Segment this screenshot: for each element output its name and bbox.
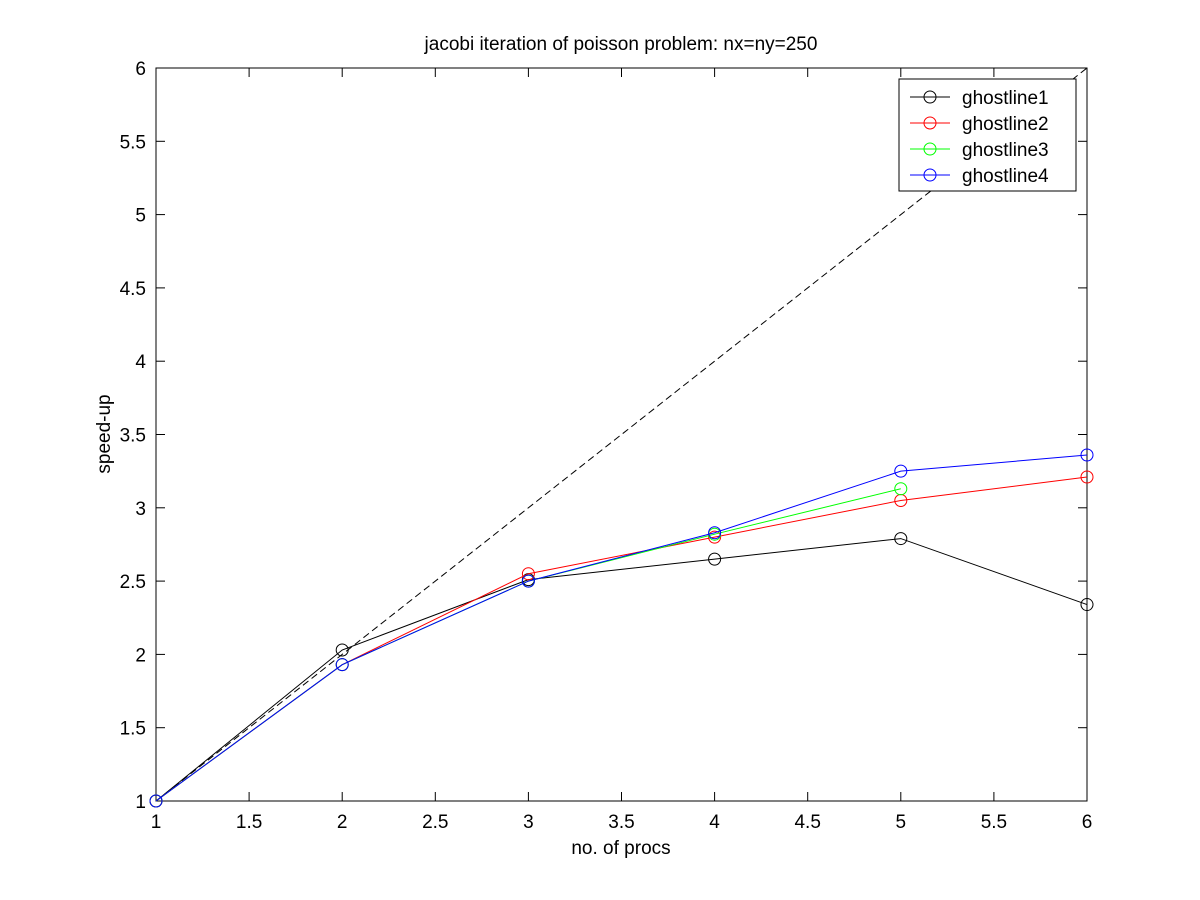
legend-item: ghostline2 (910, 114, 1049, 135)
legend-marker (923, 116, 937, 130)
data-point (894, 482, 908, 496)
data-point (708, 552, 722, 566)
legend-item: ghostline4 (910, 166, 1049, 187)
y-tick-label: 2 (135, 645, 146, 666)
y-tick-label: 2.5 (120, 572, 146, 593)
x-tick-label: 3.5 (608, 812, 634, 833)
y-axis-label: speed-up (94, 394, 115, 473)
x-tick-label: 2.5 (422, 812, 448, 833)
x-tick-label: 1 (151, 812, 162, 833)
data-point (1080, 470, 1094, 484)
data-point (335, 658, 349, 672)
legend-label: ghostline1 (962, 88, 1049, 109)
x-tick-label: 1.5 (236, 812, 262, 833)
y-tick-label: 1 (135, 792, 146, 813)
data-point (1080, 448, 1094, 462)
y-tick-label: 5 (135, 206, 146, 227)
data-point (894, 464, 908, 478)
chart-title: jacobi iteration of poisson problem: nx=… (424, 34, 818, 55)
legend-marker (923, 90, 937, 104)
data-point (894, 532, 908, 546)
x-axis-label: no. of procs (571, 838, 670, 859)
y-tick-label: 1.5 (120, 719, 146, 740)
data-point (708, 526, 722, 540)
y-tick-label: 3.5 (120, 426, 146, 447)
series-layer (149, 448, 1094, 808)
legend-box (898, 78, 1077, 192)
data-point (521, 567, 535, 581)
series-line (155, 454, 1088, 802)
data-point (1080, 598, 1094, 612)
data-point (708, 530, 722, 544)
legend-label: ghostline2 (962, 114, 1049, 135)
x-tick-label: 6 (1082, 812, 1093, 833)
legend-item: ghostline1 (910, 88, 1049, 109)
x-tick-label: 5.5 (981, 812, 1007, 833)
legend-marker (923, 142, 937, 156)
legend-label: ghostline4 (962, 166, 1049, 187)
x-tick-label: 4 (709, 812, 720, 833)
legend-label: ghostline3 (962, 140, 1049, 161)
data-point (149, 794, 163, 808)
y-tick-label: 3 (135, 499, 146, 520)
legend-marker (923, 168, 937, 182)
y-tick-label: 6 (135, 59, 146, 80)
data-point (521, 574, 535, 588)
legend: ghostline1 ghostline2 ghostline3 ghostline4 (898, 78, 1077, 192)
series-line (155, 538, 1088, 802)
series-ghostline4 (149, 448, 1094, 808)
y-tick-label: 4.5 (120, 279, 146, 300)
x-tick-label: 3 (523, 812, 534, 833)
legend-item: ghostline3 (910, 140, 1049, 161)
x-tick-label: 5 (896, 812, 907, 833)
data-point (335, 643, 349, 657)
y-tick-label: 5.5 (120, 132, 146, 153)
y-axis: 1 1.5 2 2.5 3 3.5 4 4.5 5 5.5 6 (120, 59, 1087, 813)
x-axis: 1 1.5 2 2.5 3 3.5 4 4.5 5 5.5 6 (151, 68, 1093, 833)
x-tick-label: 4.5 (794, 812, 820, 833)
y-tick-label: 4 (135, 352, 146, 373)
x-tick-label: 2 (337, 812, 348, 833)
